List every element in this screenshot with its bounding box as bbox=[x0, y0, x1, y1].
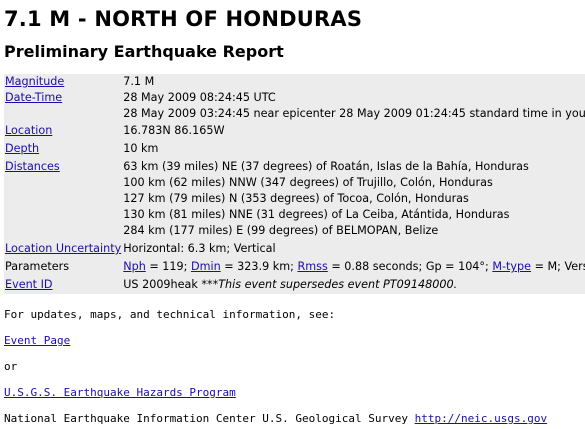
page-title: 7.1 M - NORTH OF HONDURAS bbox=[4, 7, 363, 31]
event-id-cell: Event ID bbox=[4, 276, 122, 294]
datetime-cell: Date-Time bbox=[4, 90, 122, 122]
uncertainty-link[interactable]: Location Uncertainty bbox=[5, 242, 122, 255]
location-value: 16.783N 86.165W bbox=[123, 124, 225, 137]
report-table: Magnitude 7.1 M Date-Time 28 May 2009 08… bbox=[4, 74, 585, 294]
event-id: US 2009heak bbox=[123, 278, 202, 291]
datetime-link[interactable]: Date-Time bbox=[5, 91, 63, 104]
table-row: Parameters Nph = 119; Dmin = 323.9 km; R… bbox=[4, 258, 585, 276]
neic-text: National Earthquake Information Center U… bbox=[4, 412, 415, 425]
depth-value: 10 km bbox=[123, 142, 159, 155]
usgs-para: U.S.G.S. Earthquake Hazards Program bbox=[4, 386, 585, 400]
magnitude-cell: Magnitude bbox=[4, 74, 122, 90]
datetime-value: 28 May 2009 08:24:45 UTC 28 May 2009 03:… bbox=[122, 90, 585, 122]
depth-link[interactable]: Depth bbox=[5, 142, 40, 155]
distance-line: 130 km (81 miles) NNE (31 degrees) of La… bbox=[123, 208, 510, 221]
distance-line: 63 km (39 miles) NE (37 degrees) of Roat… bbox=[123, 160, 529, 173]
neic-para: National Earthquake Information Center U… bbox=[4, 412, 585, 426]
datetime-utc: 28 May 2009 08:24:45 UTC bbox=[123, 91, 276, 104]
distance-line: 127 km (79 miles) N (353 degrees) of Toc… bbox=[123, 192, 469, 205]
location-link[interactable]: Location bbox=[5, 124, 53, 137]
mtype-value: = M; Version = 6; bbox=[534, 260, 585, 273]
table-row: Date-Time 28 May 2009 08:24:45 UTC 28 Ma… bbox=[4, 90, 585, 122]
magnitude-value: 7.1 M bbox=[123, 75, 155, 88]
page: 7.1 M - NORTH OF HONDURAS Preliminary Ea… bbox=[0, 4, 585, 426]
neic-link[interactable]: http://neic.usgs.gov bbox=[414, 412, 548, 425]
location-cell: Location bbox=[4, 122, 122, 140]
distances-link[interactable]: Distances bbox=[5, 160, 60, 173]
event-page-para: Event Page bbox=[4, 334, 585, 348]
magnitude-link[interactable]: Magnitude bbox=[5, 75, 65, 88]
datetime-local: 28 May 2009 03:24:45 near epicenter 28 M… bbox=[123, 107, 585, 120]
page-subtitle: Preliminary Earthquake Report bbox=[4, 42, 284, 61]
distance-line: 100 km (62 miles) NNW (347 degrees) of T… bbox=[123, 176, 493, 189]
table-row: Distances 63 km (39 miles) NE (37 degree… bbox=[4, 158, 585, 240]
event-id-value: US 2009heak ***This event supersedes eve… bbox=[122, 276, 585, 294]
nph-value: = 119; bbox=[145, 260, 191, 273]
table-row: Depth 10 km bbox=[4, 140, 585, 158]
table-row: Location 16.783N 86.165W bbox=[4, 122, 585, 140]
parameters-label: Parameters bbox=[5, 260, 70, 273]
dmin-link[interactable]: Dmin bbox=[190, 260, 221, 273]
event-id-note: ***This event supersedes event PT0914800… bbox=[201, 278, 458, 291]
event-page-link[interactable]: Event Page bbox=[4, 334, 71, 347]
mtype-link[interactable]: M-type bbox=[492, 260, 532, 273]
nph-link[interactable]: Nph bbox=[123, 260, 146, 273]
distances-cell: Distances bbox=[4, 158, 122, 240]
parameters-value: Nph = 119; Dmin = 323.9 km; Rmss = 0.88 … bbox=[122, 258, 585, 276]
distance-line: 284 km (177 miles) E (99 degrees) of BEL… bbox=[123, 224, 439, 237]
rmss-link[interactable]: Rmss bbox=[297, 260, 328, 273]
updates-text: For updates, maps, and technical informa… bbox=[4, 308, 336, 321]
uncertainty-cell: Location Uncertainty bbox=[4, 240, 122, 258]
usgs-link[interactable]: U.S.G.S. Earthquake Hazards Program bbox=[4, 386, 236, 399]
event-id-link[interactable]: Event ID bbox=[5, 278, 53, 291]
table-row: Location Uncertainty Horizontal: 6.3 km;… bbox=[4, 240, 585, 258]
dmin-value: = 323.9 km; bbox=[220, 260, 298, 273]
depth-cell: Depth bbox=[4, 140, 122, 158]
or-text: or bbox=[4, 360, 18, 373]
uncertainty-value: Horizontal: 6.3 km; Vertical bbox=[123, 242, 276, 255]
table-row: Magnitude 7.1 M bbox=[4, 74, 585, 90]
rmss-value: = 0.88 seconds; Gp = 104°; bbox=[327, 260, 493, 273]
distances-value: 63 km (39 miles) NE (37 degrees) of Roat… bbox=[122, 158, 585, 240]
table-row: Event ID US 2009heak ***This event super… bbox=[4, 276, 585, 294]
